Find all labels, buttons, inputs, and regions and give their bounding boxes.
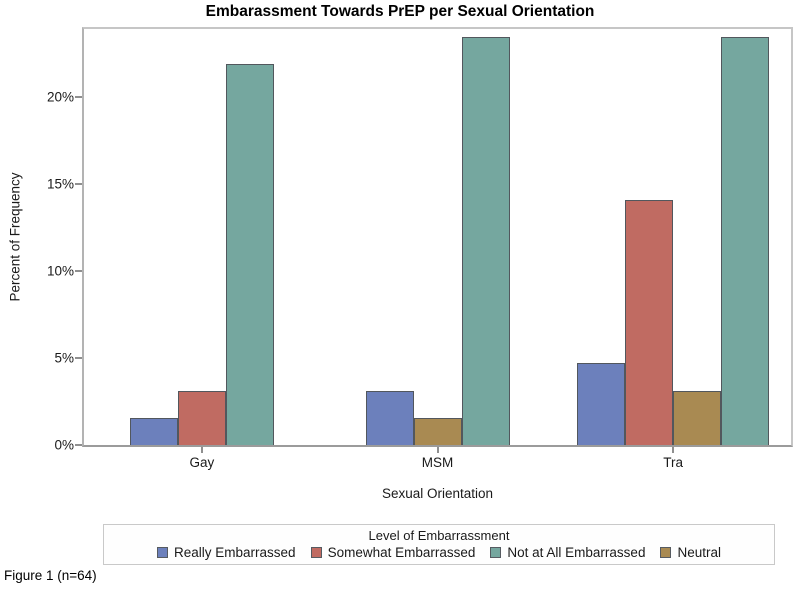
bar-really-embarrassed: [577, 363, 626, 445]
y-tick: [75, 182, 82, 185]
y-tick-label: 5%: [54, 350, 74, 366]
legend-item: Not at All Embarrassed: [490, 544, 645, 562]
legend-swatch: [490, 547, 502, 558]
y-tick: [75, 269, 82, 272]
y-tick: [75, 356, 82, 359]
plot-area: 0% 5% 10% 15% 20% Gay MSM Tra: [47, 27, 793, 470]
legend-swatch: [310, 547, 322, 558]
legend-item-label: Neutral: [677, 544, 721, 560]
legend: Level of Embarrassment Really Embarrasse…: [103, 524, 775, 565]
legend-item: Really Embarrassed: [157, 544, 296, 562]
legend-item-label: Somewhat Embarrassed: [327, 544, 476, 560]
y-tick: [75, 95, 82, 98]
legend-title: Level of Embarrassment: [368, 527, 510, 543]
bar-cluster: [129, 64, 274, 445]
x-category-label: MSM: [421, 455, 454, 470]
x-category-label: Tra: [663, 455, 684, 470]
y-axis-title: Percent of Frequency: [7, 172, 23, 302]
legend-item: Somewhat Embarrassed: [310, 544, 476, 562]
bar-not-at-all-embarrassed: [461, 37, 510, 445]
bar-cluster: [577, 37, 770, 445]
x-tick: [672, 447, 675, 453]
x-tick: [436, 447, 439, 453]
bar-not-at-all-embarrassed: [721, 37, 770, 445]
figure-caption: Figure 1 (n=64): [4, 568, 97, 583]
bar-really-embarrassed: [129, 417, 178, 445]
y-tick: [75, 444, 82, 446]
legend-item-label: Not at All Embarrassed: [507, 544, 646, 560]
x-axis-title: Sexual Orientation: [381, 486, 494, 501]
bar-really-embarrassed: [365, 390, 414, 445]
bar-somewhat-embarrassed: [177, 390, 226, 445]
bar-neutral: [413, 417, 462, 445]
legend-items: Really Embarrassed Somewhat Embarrassed No…: [157, 544, 721, 562]
legend-swatch: [660, 547, 672, 558]
chart-title: Embarassment Towards PrEP per Sexual Ori…: [205, 3, 595, 20]
bar-somewhat-embarrassed: [625, 200, 674, 445]
y-tick-label: 10%: [46, 263, 74, 279]
legend-item-label: Really Embarrassed: [174, 544, 296, 560]
legend-swatch: [157, 547, 169, 558]
x-category-label: Gay: [189, 455, 215, 470]
y-tick-label: 15%: [46, 176, 74, 192]
bar-cluster: [365, 37, 510, 445]
x-tick: [200, 447, 203, 453]
bar-neutral: [673, 390, 722, 445]
y-tick-label: 0%: [54, 437, 74, 453]
bar-not-at-all-embarrassed: [225, 64, 274, 445]
y-tick-label: 20%: [46, 89, 74, 105]
legend-item: Neutral: [660, 544, 721, 562]
